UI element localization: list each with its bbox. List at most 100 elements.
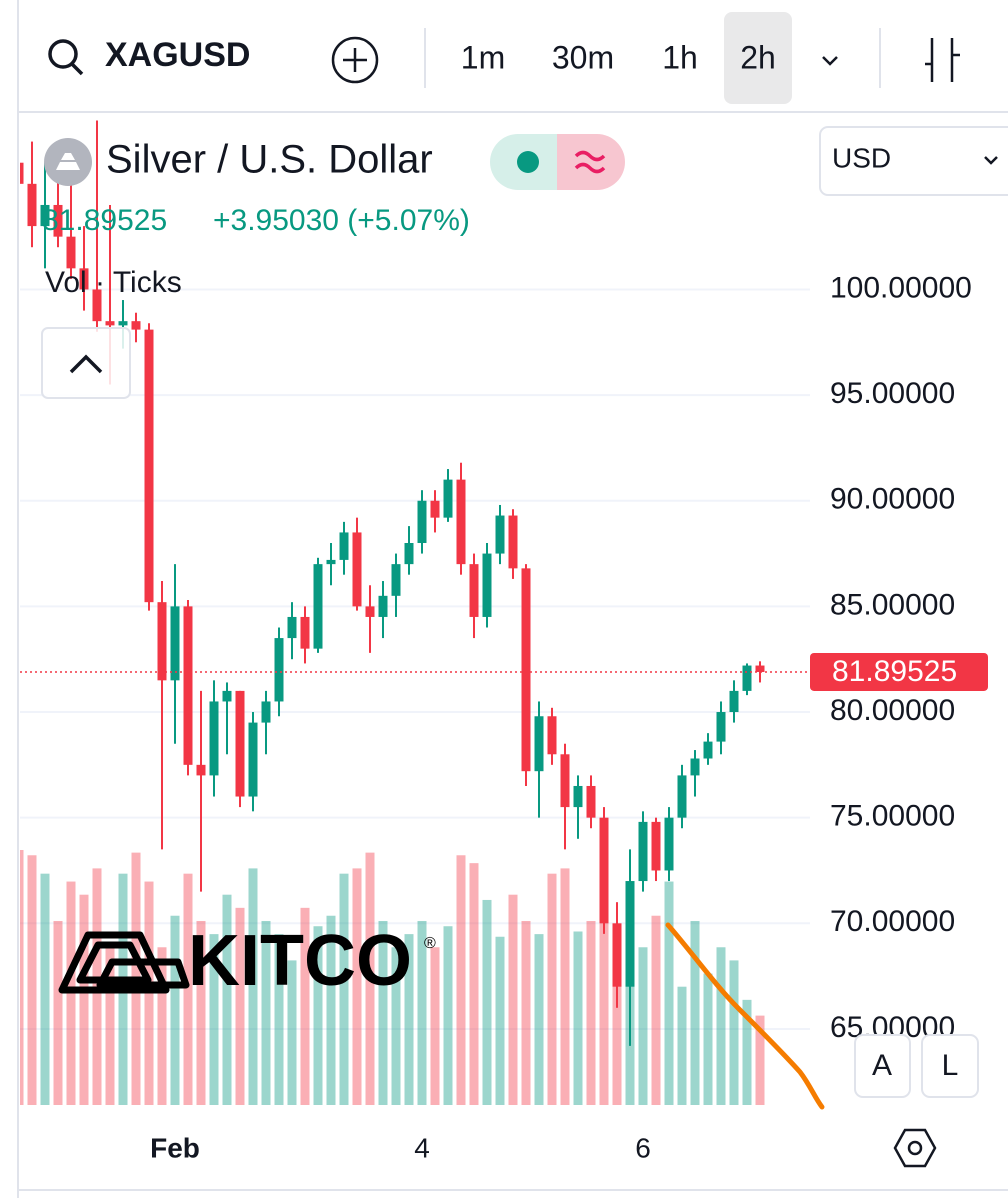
- volume-bar: [521, 920, 531, 1105]
- volume-bar: [482, 899, 492, 1105]
- auto-scale-button[interactable]: [854, 1034, 911, 1098]
- toolbar: [0, 0, 1008, 112]
- y-tick-label: 85.00000: [830, 588, 955, 621]
- volume-bar: [248, 868, 258, 1105]
- candle-body: [495, 515, 505, 554]
- candle-body: [53, 204, 63, 237]
- volume-bar: [352, 868, 362, 1105]
- annotation-stroke: [665, 922, 825, 1110]
- volume-bar: [690, 920, 700, 1105]
- volume-bar: [508, 894, 518, 1105]
- volume-bar: [27, 855, 37, 1105]
- candle-body: [274, 638, 284, 702]
- candle-body: [20, 162, 24, 184]
- y-tick-label: 75.00000: [830, 800, 955, 833]
- volume-bar: [53, 920, 63, 1105]
- candle-body: [560, 754, 570, 808]
- candle-body: [222, 690, 232, 702]
- volume-bar: [339, 873, 349, 1105]
- chart-type-button[interactable]: [925, 38, 960, 82]
- log-scale-button[interactable]: [921, 1034, 979, 1098]
- candle-body: [209, 701, 219, 776]
- candle-body: [365, 606, 375, 617]
- candle-body: [352, 532, 362, 607]
- volume-bar: [274, 934, 284, 1105]
- volume-bar: [456, 855, 466, 1105]
- volume-bar: [404, 934, 414, 1105]
- candle-body: [131, 321, 141, 330]
- symbol[interactable]: XAGUSD: [105, 36, 250, 74]
- y-tick-label: 80.00000: [830, 694, 955, 727]
- candle-body: [261, 701, 271, 723]
- interval-selected[interactable]: 2h: [740, 39, 776, 75]
- watermark-text: KITCO: [188, 921, 412, 1001]
- candle-body: [638, 821, 648, 882]
- volume-bar: [365, 852, 375, 1105]
- volume-bar: [170, 915, 180, 1105]
- volume-bar: [287, 960, 297, 1105]
- candle-body: [599, 817, 609, 924]
- volume-bar: [755, 1015, 765, 1105]
- volume-bar: [495, 936, 505, 1105]
- collapse-button[interactable]: [41, 327, 131, 399]
- candle-body: [521, 568, 531, 772]
- candle-body: [612, 923, 622, 987]
- x-tick-label: 4: [414, 1132, 430, 1163]
- volume-bar: [638, 947, 648, 1105]
- volume-bar: [612, 973, 622, 1105]
- legend-title: Silver / U.S. Dollar: [106, 138, 433, 182]
- y-tick-label: 100.00000: [830, 271, 972, 304]
- volume-bar: [300, 907, 310, 1105]
- volume-bar: [651, 915, 661, 1105]
- y-tick-label: 70.00000: [830, 905, 955, 938]
- y-tick-label: 90.00000: [830, 483, 955, 516]
- volume-bar: [443, 926, 453, 1105]
- volume-bar: [664, 881, 674, 1105]
- candle-body: [92, 289, 102, 322]
- candle-body: [144, 329, 154, 603]
- candle-body: [755, 665, 765, 672]
- candle-body: [391, 564, 401, 596]
- volume-bar: [534, 934, 544, 1105]
- volume-bar: [222, 894, 232, 1105]
- candle-body: [196, 764, 206, 776]
- button-label[interactable]: L: [942, 1049, 959, 1082]
- candle-body: [105, 321, 115, 326]
- interval[interactable]: 1h: [662, 39, 698, 75]
- candle-body: [443, 479, 453, 518]
- candle-body: [729, 690, 739, 713]
- button-label[interactable]: A: [872, 1049, 892, 1082]
- volume-bar: [586, 920, 596, 1105]
- interval[interactable]: 1m: [461, 39, 505, 75]
- volume-bar: [326, 915, 336, 1105]
- candle-body: [651, 821, 661, 871]
- compare-button[interactable]: [331, 36, 379, 84]
- volume-bar: [391, 947, 401, 1105]
- candle-body: [404, 543, 414, 565]
- settings-button[interactable]: [893, 1128, 937, 1168]
- search-button[interactable]: XAGUSD: [48, 36, 250, 76]
- indicator-label: Vol · Ticks: [45, 266, 182, 299]
- x-tick-label: 6: [635, 1132, 651, 1163]
- volume-bar: [20, 850, 24, 1105]
- candle-body: [40, 204, 50, 227]
- currency[interactable]: USD: [832, 142, 891, 173]
- volume-bar: [547, 873, 557, 1105]
- candle-body: [300, 616, 310, 649]
- candle-body: [573, 785, 583, 808]
- volume-bar: [599, 915, 609, 1105]
- interval[interactable]: 30m: [552, 39, 614, 75]
- candle-body: [664, 817, 674, 871]
- candle-body: [417, 500, 427, 544]
- volume-bar: [209, 934, 219, 1105]
- candle-body: [248, 722, 258, 797]
- volume-bar: [105, 947, 115, 1105]
- last-price-tag: [810, 652, 988, 691]
- candle-body: [66, 236, 76, 269]
- interval-menu[interactable]: [822, 56, 838, 66]
- volume-bar: [40, 873, 50, 1105]
- currency-select[interactable]: [819, 126, 1008, 196]
- volume-bar: [196, 920, 206, 1105]
- candle-body: [742, 665, 752, 691]
